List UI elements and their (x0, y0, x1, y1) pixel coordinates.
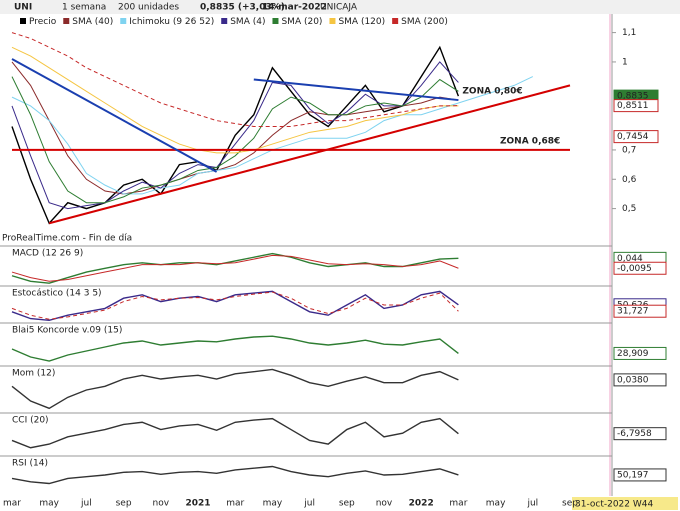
x-tick-label: mar (449, 499, 467, 509)
x-tick-label: sep (339, 499, 355, 509)
series-line (11, 46, 459, 154)
price-label: 0,8835 (617, 92, 649, 102)
legend-swatch (120, 18, 127, 24)
legend-label: SMA (120) (338, 17, 385, 27)
y-tick-label: 0,5 (622, 204, 636, 214)
value-tag (613, 304, 667, 318)
value-tag (613, 261, 667, 275)
series-line (11, 252, 459, 284)
units[interactable]: 200 unidades (118, 3, 179, 13)
legend-swatch (329, 18, 336, 24)
x-tick-label: nov (376, 499, 393, 509)
legend-label: Ichimoku (9 26 52) (129, 17, 214, 27)
value-label: 0,044 (617, 254, 643, 264)
series-line (11, 368, 459, 410)
value-tag (613, 427, 667, 441)
x-tick-label: jul (526, 499, 538, 509)
legend-label: SMA (20) (281, 17, 322, 27)
x-tick-label: mar (226, 499, 244, 509)
panel-title: MACD (12 26 9) (12, 249, 83, 259)
x-tick-label: may (263, 499, 283, 509)
x-tick-label: mar (3, 499, 21, 509)
panel-title: Estocástico (14 3 5) (12, 289, 102, 299)
value-label: 50,197 (617, 470, 649, 480)
series-line (11, 76, 459, 204)
legend-label: SMA (200) (401, 17, 448, 27)
legend-swatch (20, 18, 26, 24)
symbol[interactable]: UNI (14, 3, 32, 13)
x-tick-label: may (486, 499, 506, 509)
y-tick-label: 0,6 (622, 175, 637, 185)
series-line (11, 61, 459, 195)
toolbar (0, 0, 680, 14)
legend-swatch (272, 18, 279, 24)
annotation-label: ZONA 0,68€ (500, 136, 560, 146)
series-line (11, 254, 459, 282)
annotation-label: ZONA 0,80€ (462, 87, 522, 97)
footer: ProRealTime.com - Fin de día (2, 234, 132, 244)
date: 14-mar-2022 (262, 3, 327, 13)
period[interactable]: 1 semana (62, 3, 106, 13)
series-line (11, 417, 459, 449)
x-tick-label: sep (116, 499, 132, 509)
legend-swatch (221, 18, 228, 24)
value-label: 31,727 (617, 307, 649, 317)
price-label: 0,8511 (617, 101, 649, 111)
legend-label: Precio (29, 17, 57, 27)
panel-title: Blai5 Koncorde v.09 (15) (12, 326, 122, 336)
price-tag (613, 99, 659, 113)
series-line (11, 32, 459, 127)
value-label: -0,0095 (617, 264, 652, 274)
x-tick-label: jul (80, 499, 92, 509)
x-tick-label: jul (303, 499, 315, 509)
annotation-line (11, 58, 218, 173)
value-label: 28,909 (617, 349, 649, 359)
panel-title: CCI (20) (12, 416, 49, 426)
panel-title: RSI (14) (12, 459, 48, 469)
value-tag (613, 468, 667, 482)
series-line (11, 465, 459, 485)
annotation-line (253, 78, 459, 102)
legend-swatch (63, 18, 70, 24)
value-tag (613, 373, 667, 387)
name: UNICAJA (320, 3, 358, 13)
panel-title: Mom (12) (12, 369, 55, 379)
y-tick-label: 0,7 (622, 145, 636, 155)
value-tag (613, 346, 667, 360)
series-line (11, 61, 459, 210)
y-tick-label: 1 (622, 57, 628, 67)
series-line (11, 291, 459, 320)
legend-label: SMA (40) (72, 17, 113, 27)
series-line (11, 45, 460, 225)
x-tick-label: 2021 (185, 499, 210, 509)
series-line (11, 335, 459, 362)
y-tick-label: 1,1 (622, 28, 636, 38)
x-tick-label: sep (562, 499, 578, 509)
value-label: 0,0380 (617, 375, 649, 385)
price-tag (613, 130, 659, 144)
legend-label: SMA (4) (230, 17, 265, 27)
cursor-tag (572, 497, 678, 510)
x-tick-label: 2022 (409, 499, 434, 509)
x-tick-label: nov (153, 499, 170, 509)
series-line (11, 290, 459, 322)
legend-swatch (392, 18, 399, 24)
x-tick-label: may (39, 499, 59, 509)
price-label: 0,7454 (617, 132, 649, 142)
cursor-label: 31-oct-2022 W44 (575, 500, 653, 510)
value-label: -6,7958 (617, 429, 652, 439)
annotation-line (48, 84, 571, 225)
quote: 0,8835 (+3,03%) (200, 3, 285, 13)
